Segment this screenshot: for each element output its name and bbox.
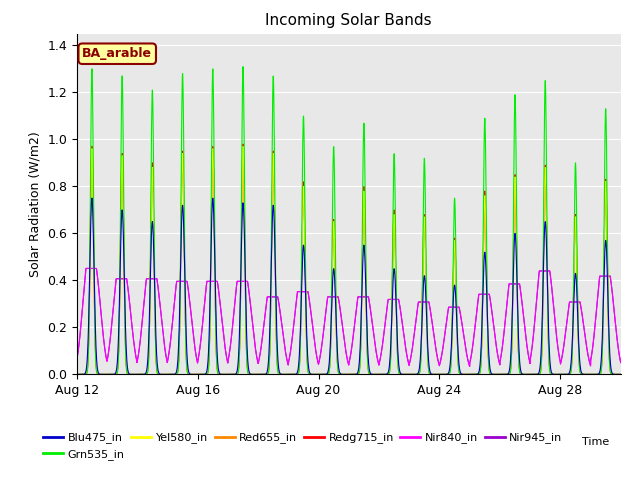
Text: BA_arable: BA_arable [82, 47, 152, 60]
Red655_in [73, 372, 81, 377]
Blu475_in [548, 369, 556, 375]
Yel580_in [568, 351, 576, 357]
Nir945_in [548, 283, 556, 289]
Blu475_in [406, 372, 414, 377]
Red655_in [239, 144, 247, 149]
Grn535_in [239, 64, 247, 70]
Line: Redg715_in: Redg715_in [77, 144, 640, 374]
Nir945_in [466, 363, 474, 369]
Blu475_in [590, 372, 598, 377]
Yel580_in [548, 372, 556, 377]
Line: Grn535_in: Grn535_in [77, 67, 640, 374]
Nir840_in [278, 322, 285, 327]
Nir945_in [590, 334, 598, 340]
Title: Incoming Solar Bands: Incoming Solar Bands [266, 13, 432, 28]
Grn535_in [548, 372, 556, 377]
Grn535_in [590, 372, 598, 377]
Redg715_in [335, 370, 342, 375]
Grn535_in [73, 372, 81, 377]
Nir945_in [278, 322, 285, 327]
Legend: Blu475_in, Grn535_in, Yel580_in, Red655_in, Redg715_in, Nir840_in, Nir945_in: Blu475_in, Grn535_in, Yel580_in, Red655_… [39, 428, 567, 464]
Blu475_in [88, 195, 96, 201]
Y-axis label: Solar Radiation (W/m2): Solar Radiation (W/m2) [29, 131, 42, 277]
Nir840_in [590, 334, 598, 340]
Grn535_in [406, 372, 414, 377]
Line: Yel580_in: Yel580_in [77, 146, 640, 374]
Grn535_in [278, 372, 285, 377]
Nir840_in [406, 358, 414, 363]
Nir945_in [335, 296, 342, 302]
Nir840_in [568, 299, 576, 305]
Redg715_in [278, 372, 285, 377]
Redg715_in [73, 372, 81, 377]
Red655_in [548, 372, 556, 377]
Nir945_in [568, 299, 576, 305]
Redg715_in [590, 372, 598, 377]
Red655_in [278, 372, 285, 377]
Redg715_in [548, 372, 556, 377]
Red655_in [406, 372, 414, 377]
Nir840_in [73, 357, 81, 362]
Grn535_in [335, 371, 342, 376]
Redg715_in [406, 372, 414, 377]
Nir840_in [82, 265, 90, 271]
Blu475_in [335, 364, 342, 370]
Nir945_in [406, 358, 414, 363]
Red655_in [590, 372, 598, 377]
Nir840_in [548, 283, 556, 289]
Yel580_in [278, 372, 285, 377]
Red655_in [335, 370, 342, 375]
Blu475_in [568, 343, 576, 348]
Line: Nir945_in: Nir945_in [77, 268, 640, 366]
Red655_in [568, 351, 576, 357]
Yel580_in [335, 370, 342, 375]
Nir945_in [73, 357, 81, 362]
Yel580_in [406, 372, 414, 377]
Redg715_in [568, 350, 576, 356]
Blu475_in [278, 372, 285, 377]
Yel580_in [73, 372, 81, 377]
Nir840_in [335, 296, 342, 302]
Line: Red655_in: Red655_in [77, 146, 640, 374]
Grn535_in [568, 353, 576, 359]
Redg715_in [239, 141, 247, 147]
Line: Nir840_in: Nir840_in [77, 268, 640, 366]
Line: Blu475_in: Blu475_in [77, 198, 640, 374]
Nir945_in [82, 265, 90, 271]
Yel580_in [590, 372, 598, 377]
Nir840_in [466, 363, 474, 369]
Blu475_in [73, 372, 81, 377]
Text: Time: Time [582, 437, 610, 447]
Yel580_in [239, 144, 247, 149]
